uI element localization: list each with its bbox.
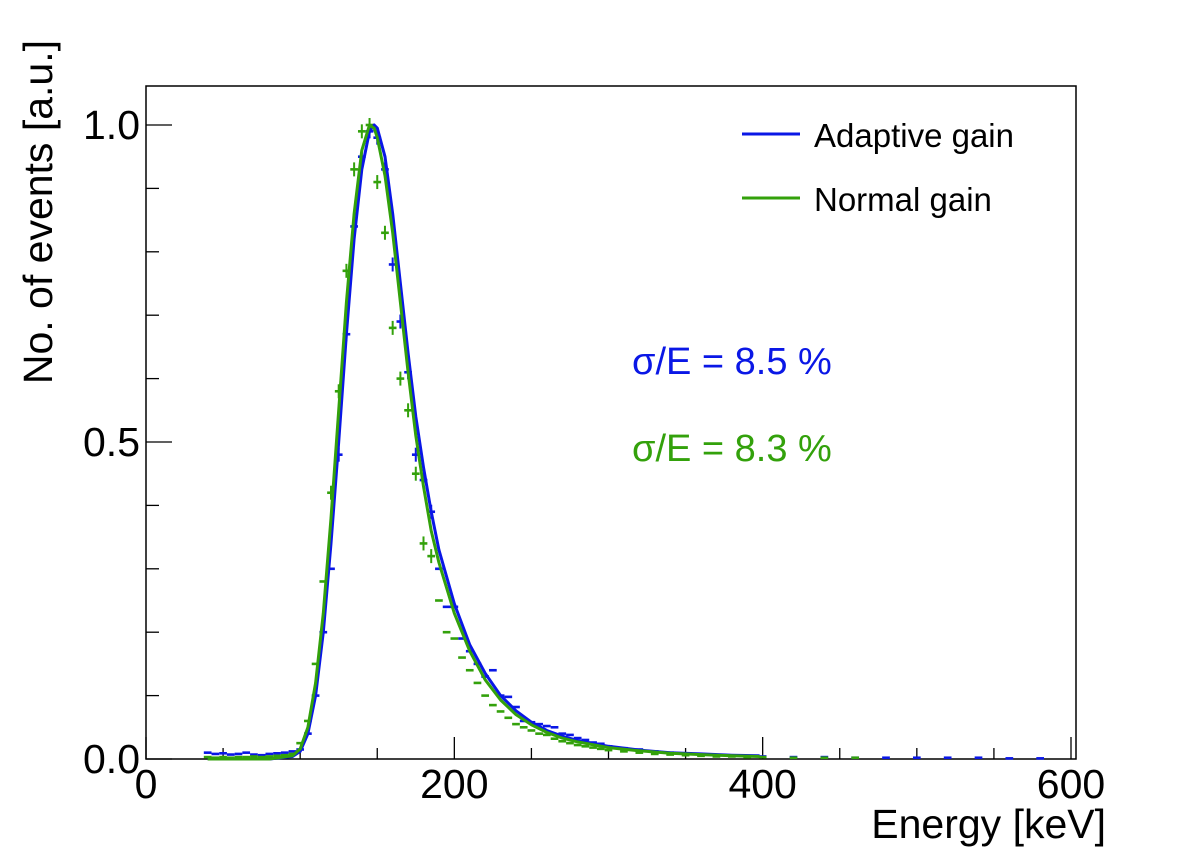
x-tick-label: 400 — [728, 761, 796, 807]
legend-label-adaptive: Adaptive gain — [814, 117, 1014, 154]
x-axis-ticks — [145, 737, 1072, 759]
y-axis-tick-labels: 0.0 0.5 1.0 — [83, 102, 140, 782]
x-axis-label: Energy [keV] — [871, 801, 1106, 847]
normal-gain-fit-line — [207, 123, 760, 761]
x-axis-tick-labels: 0 200 400 600 — [135, 761, 1106, 807]
x-tick-label: 0 — [135, 761, 158, 807]
legend: Adaptive gain Normal gain — [742, 117, 1014, 218]
x-tick-label: 200 — [420, 761, 488, 807]
annotation-normal-resolution: σ/E = 8.3 % — [632, 428, 832, 470]
annotation-adaptive-resolution: σ/E = 8.5 % — [632, 341, 832, 383]
y-tick-label: 1.0 — [83, 102, 140, 148]
y-tick-label: 0.5 — [83, 419, 140, 465]
legend-label-normal: Normal gain — [814, 181, 992, 218]
fit-curves — [207, 123, 760, 761]
y-axis-label: No. of events [a.u.] — [15, 40, 61, 384]
y-axis-ticks — [146, 124, 172, 760]
y-tick-label: 0.0 — [83, 736, 140, 782]
plot-frame — [145, 85, 1077, 760]
x-tick-label: 600 — [1037, 761, 1105, 807]
